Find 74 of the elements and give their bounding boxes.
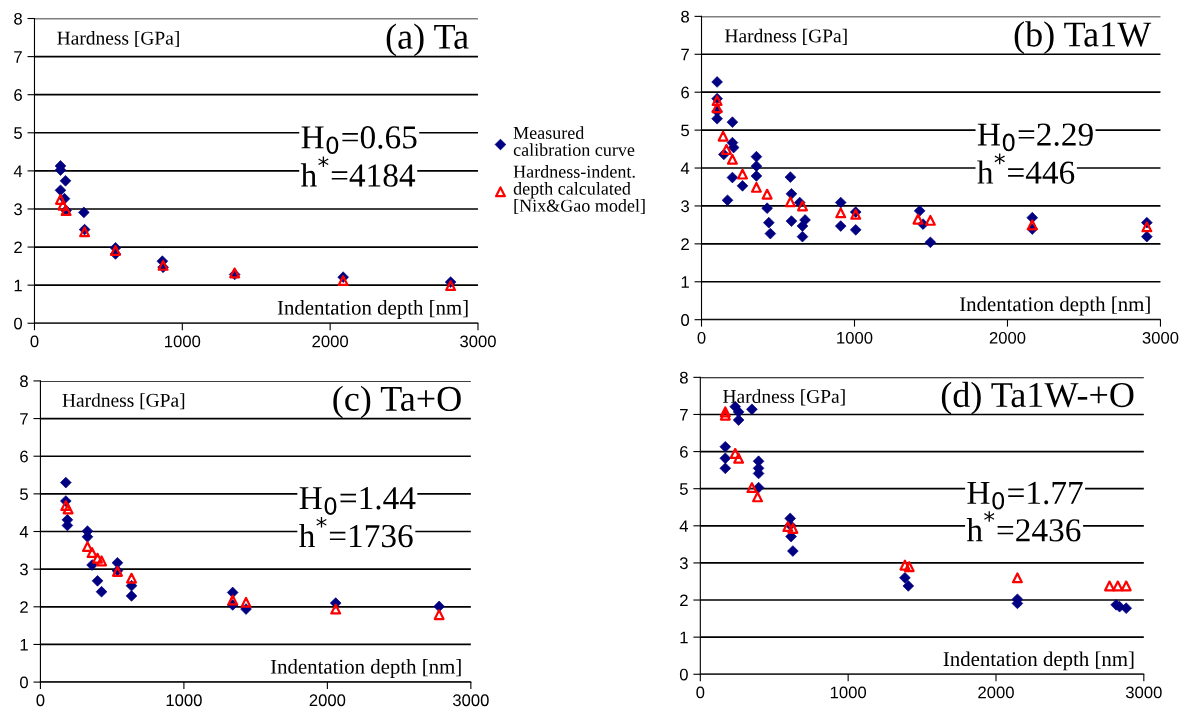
x-tick-label: 3000 [452,694,489,707]
chart-title: (c) Ta+O [333,385,461,419]
y-tick-label: 3 [679,557,688,570]
y-tick-label: 3 [19,563,28,576]
y-tick-label: 8 [679,371,688,384]
y-tick-label: 6 [681,86,689,99]
y-tick-label: 4 [19,526,29,538]
y-axis-title: Hardness [GPa] [62,393,185,410]
y-tick-label: 3 [14,203,22,216]
y-tick-label: 1 [681,276,689,288]
y-tick-label: 5 [20,488,28,501]
annotation: H$_{0}$=1.44 [299,487,416,515]
x-tick-label: 2000 [989,331,1026,344]
y-tick-label: 1 [14,279,22,292]
annotation: h$^{*}$=4184 [300,156,416,187]
y-tick-label: 0 [14,317,23,330]
x-axis-title: Indentation depth [nm] [270,659,461,678]
x-tick-label: 0 [696,686,705,699]
y-tick-label: 4 [13,165,23,177]
y-tick-label: 7 [681,48,689,61]
legend-label: Hardness-indent. depth calculated [Nix&Gao model] [513,165,645,215]
x-tick-label: 3000 [1142,331,1179,344]
x-tick-label: 0 [697,331,706,344]
y-tick-label: 2 [681,238,689,250]
y-tick-label: 6 [20,450,28,463]
chart-title: (d) Ta1W-+O [941,381,1134,415]
annotation: H$_{0}$=0.65 [301,126,417,155]
annotation: h$^{*}$=2436 [966,511,1081,542]
x-tick-label: 1000 [166,694,202,707]
y-tick-label: 0 [20,676,28,689]
y-tick-label: 1 [680,631,688,644]
y-tick-label: 7 [20,413,28,425]
y-tick-label: 2 [680,594,688,607]
y-tick-label: 2 [14,241,22,254]
y-tick-label: 5 [679,483,688,495]
y-axis-title: Hardness [GPa] [725,28,847,45]
y-tick-label: 7 [14,51,22,63]
y-tick-label: 8 [14,12,22,25]
y-tick-label: 3 [681,200,689,213]
x-tick-label: 0 [36,694,45,707]
y-tick-label: 5 [14,127,22,139]
x-tick-label: 1000 [830,686,867,699]
x-axis-title: Indentation depth [nm] [277,300,468,319]
y-tick-label: 0 [679,668,688,681]
annotation: H$_{0}$=2.29 [977,123,1093,152]
x-tick-label: 1000 [837,331,873,344]
y-axis-title: Hardness [GPa] [723,389,845,406]
y-tick-label: 6 [14,89,22,101]
x-tick-label: 1000 [165,335,201,348]
y-tick-label: 4 [680,162,690,175]
y-tick-label: 7 [680,409,688,421]
x-tick-label: 2000 [978,686,1014,699]
x-tick-label: 2000 [312,335,349,348]
legend-label: Measured calibration curve [513,126,635,156]
x-tick-label: 3000 [460,335,496,348]
x-tick-label: 2000 [309,694,346,707]
annotation: h$^{*}$=446 [977,153,1075,184]
chart-title: (b) Ta1W [1014,21,1152,54]
y-tick-label: 8 [681,10,689,23]
x-tick-label: 0 [30,335,39,348]
x-tick-label: 3000 [1125,686,1162,699]
annotation: H$_{0}$=1.77 [967,481,1083,510]
y-tick-label: 5 [681,124,690,137]
y-tick-label: 0 [681,314,690,326]
x-axis-title: Indentation depth [nm] [943,651,1134,671]
y-tick-label: 8 [20,375,28,388]
y-tick-label: 1 [20,639,28,651]
y-axis-title: Hardness [GPa] [57,31,179,48]
chart-title: (a) Ta [386,23,469,57]
y-tick-label: 2 [20,601,28,613]
y-tick-label: 6 [680,445,688,458]
x-axis-title: Indentation depth [nm] [959,296,1150,316]
annotation: h$^{*}$=1736 [299,516,413,548]
y-tick-label: 4 [679,520,689,532]
